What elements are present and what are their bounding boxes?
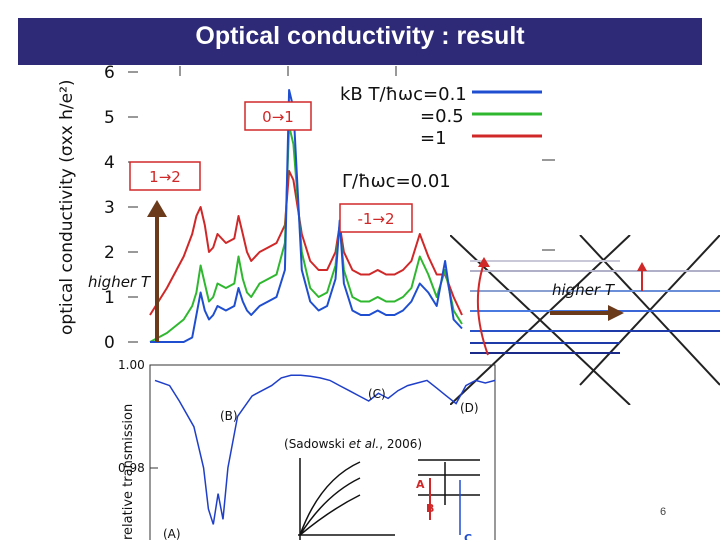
transition-arc — [476, 262, 489, 356]
transmission-ylabel: relative transmission — [121, 404, 136, 540]
higher-t-left-label: higher T — [88, 273, 152, 291]
peak-label-d: (D) — [460, 401, 479, 415]
legend-t1-label: =1 — [420, 128, 447, 149]
conductivity-ylabel: optical conductivity (σxx h/e²) — [57, 79, 77, 335]
dirac-cone-diagram: higher T — [450, 235, 720, 405]
title-bar — [18, 18, 702, 65]
page-number: 6 — [660, 506, 667, 518]
transmission-series-0 — [154, 374, 496, 525]
transition-arc-head — [478, 257, 490, 267]
conductivity-ytick-1: 1 — [104, 288, 115, 308]
transition-right-head — [637, 262, 647, 271]
peak-label-c: (C) — [368, 387, 386, 401]
annotation-0-1: 0→1 — [244, 101, 312, 131]
legend-t05-label: =0.5 — [420, 106, 464, 127]
higher-t-right-arrowhead — [608, 305, 624, 321]
legend-gamma-label: Γ/ħωc=0.01 — [342, 171, 451, 192]
conductivity-frame — [179, 66, 555, 251]
transmission-series — [154, 374, 496, 525]
annotation-1-2-label: 1→2 — [149, 168, 181, 186]
marker-c: C — [464, 532, 472, 540]
annotation-neg1-2: -1→2 — [339, 203, 413, 233]
annotation-0-1-label: 0→1 — [262, 108, 294, 126]
conductivity-ytick-4: 4 — [104, 153, 115, 173]
transmission-frame — [149, 364, 496, 540]
legend-kbt-label: kB T/ħωc=0.1 — [340, 84, 467, 105]
annotation-neg1-2-label: -1→2 — [357, 210, 394, 228]
citation-etal: et al. — [349, 437, 379, 451]
conductivity-series-2 — [149, 170, 463, 316]
cone-line-b — [450, 235, 631, 405]
transmission-ytick-100: 1.00 — [118, 358, 145, 372]
conductivity-ytick-5: 5 — [104, 108, 115, 128]
conductivity-ytick-0: 0 — [104, 333, 115, 353]
conductivity-ytick-2: 2 — [104, 243, 115, 263]
citation: (Sadowski et al., 2006) — [284, 437, 422, 451]
conductivity-ytick-6: 6 — [104, 63, 115, 83]
marker-a: A — [416, 478, 425, 491]
legend: kB T/ħωc=0.1 =0.5 =1 Γ/ħωc=0.01 — [340, 84, 542, 192]
transmission-ytick-098: 0.98 — [118, 461, 145, 475]
higher-t-left-arrowhead — [147, 200, 167, 217]
conductivity-ytick-3: 3 — [104, 198, 115, 218]
inset-diagram: A B C — [298, 458, 480, 540]
citation-name: Sadowski — [289, 437, 345, 451]
marker-b: B — [426, 502, 434, 515]
conductivity-yticks: 0 1 2 3 4 5 6 — [104, 63, 138, 353]
slide-title: Optical conductivity : result — [195, 22, 525, 50]
conductivity-series-1 — [149, 125, 463, 343]
peak-label-a: (A) — [163, 527, 181, 540]
annotation-1-2: 1→2 — [129, 161, 201, 191]
peak-label-b: (B) — [220, 409, 238, 423]
higher-t-right-label: higher T — [552, 281, 616, 299]
citation-year: 2006 — [387, 437, 418, 451]
